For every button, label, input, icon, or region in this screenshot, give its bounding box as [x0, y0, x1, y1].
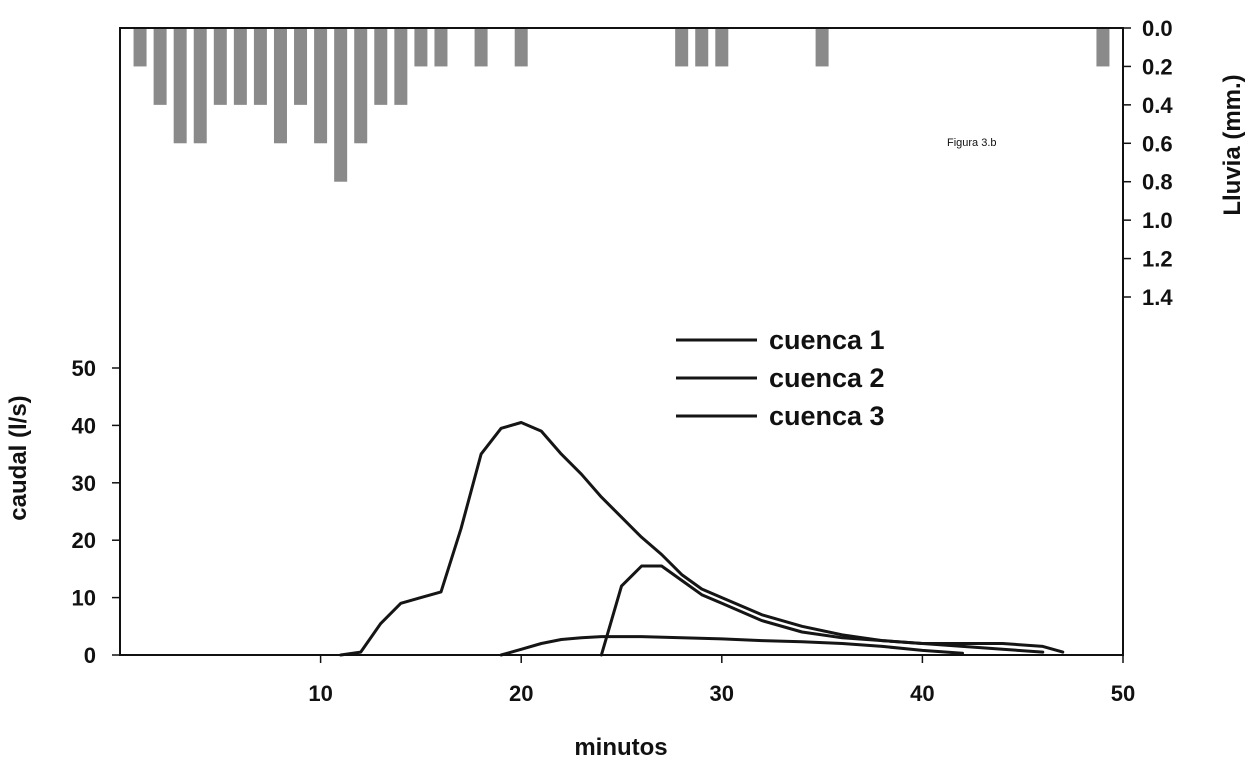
rain-bar-4	[193, 28, 207, 144]
x-tick-label: 30	[710, 681, 734, 706]
rain-tick-label: 0.8	[1142, 170, 1173, 195]
rain-bar-6	[233, 28, 247, 105]
plot-frame	[119, 27, 1124, 656]
x-tick-label: 50	[1111, 681, 1135, 706]
rain-tick-label: 0.6	[1142, 131, 1173, 156]
legend: cuenca 1 cuenca 2 cuenca 3	[676, 325, 885, 431]
rain-bar-5	[213, 28, 227, 105]
rain-bar-14	[394, 28, 408, 105]
rain-tick-label: 0.2	[1142, 54, 1173, 79]
rain-bar-35	[815, 28, 829, 67]
x-axis-title: minutos	[574, 734, 667, 761]
figure-annotation: Figura 3.b	[947, 137, 997, 149]
rain-bar-9	[294, 28, 308, 105]
y-tick-label: 10	[72, 586, 96, 611]
rainfall-bars	[133, 28, 1110, 182]
rain-bar-28	[675, 28, 689, 67]
x-axis-ticks: 10 20 30 40 50	[308, 655, 1135, 706]
rain-bar-16	[434, 28, 448, 67]
rain-tick-label: 1.4	[1142, 285, 1173, 310]
y-tick-label: 40	[72, 413, 96, 438]
x-tick-label: 10	[308, 681, 332, 706]
y-axis-ticks: 0 10 20 30 40 50	[72, 356, 120, 668]
rain-bar-2	[153, 28, 167, 105]
rain-bar-15	[414, 28, 428, 67]
rain-axis-ticks: 0.0 0.2 0.4 0.6 0.8 1.0 1.2 1.4	[1123, 16, 1173, 310]
x-tick-label: 20	[509, 681, 533, 706]
y-axis-title: caudal (l/s)	[5, 395, 32, 520]
rain-bar-8	[273, 28, 287, 144]
rain-bar-49	[1096, 28, 1110, 67]
rain-tick-label: 0.4	[1142, 93, 1173, 118]
y-tick-label: 50	[72, 356, 96, 381]
rain-tick-label: 1.0	[1142, 208, 1173, 233]
rain-tick-label: 1.2	[1142, 247, 1173, 272]
rain-bar-29	[695, 28, 709, 67]
rain-bar-7	[253, 28, 267, 105]
y-tick-label: 20	[72, 528, 96, 553]
rain-bar-13	[374, 28, 388, 105]
rain-bar-10	[314, 28, 328, 144]
rain-bar-18	[474, 28, 488, 67]
rain-tick-label: 0.0	[1142, 16, 1173, 41]
series-line-cuenca-2	[599, 564, 1065, 657]
rain-bar-20	[514, 28, 528, 67]
y-tick-label: 0	[84, 643, 96, 668]
y-tick-label: 30	[72, 471, 96, 496]
legend-label: cuenca 2	[769, 363, 885, 393]
rain-axis-title: Lluvia (mm.)	[1219, 74, 1246, 215]
rain-bar-30	[715, 28, 729, 67]
rain-bar-3	[173, 28, 187, 144]
rain-bar-11	[334, 28, 348, 182]
legend-label: cuenca 3	[769, 401, 885, 431]
series-line-cuenca-1	[339, 421, 1045, 657]
discharge-lines	[339, 421, 1065, 657]
rain-bar-1	[133, 28, 147, 67]
x-tick-label: 40	[910, 681, 934, 706]
legend-label: cuenca 1	[769, 325, 885, 355]
rain-bar-12	[354, 28, 368, 144]
series-line-cuenca-3	[499, 635, 964, 657]
